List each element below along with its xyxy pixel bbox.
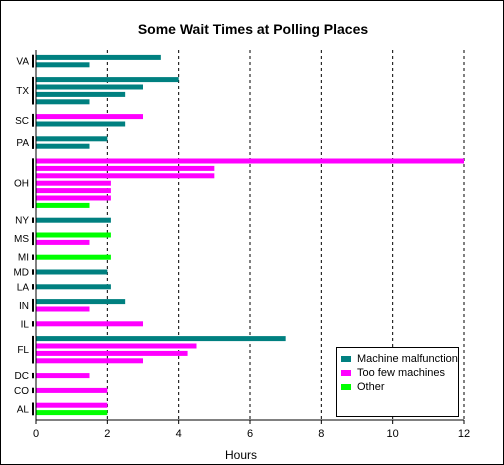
legend-label: Too few machines	[357, 366, 446, 379]
bars	[36, 54, 464, 416]
bar-oh-6	[36, 195, 111, 201]
category-label-va: VA	[16, 57, 29, 68]
category-label-tx: TX	[16, 86, 29, 97]
legend-label: Machine malfunction	[357, 352, 458, 365]
category-label-co: CO	[14, 386, 29, 397]
bar-oh-1	[36, 158, 464, 164]
chart-title: Some Wait Times at Polling Places	[137, 21, 369, 37]
legend: Machine malfunction Too few machines Oth…	[336, 347, 459, 417]
bar-dc-1	[36, 373, 90, 379]
bar-ms-1	[36, 232, 111, 238]
category-label-pa: PA	[16, 138, 29, 149]
bar-sc-2	[36, 121, 126, 127]
category-label-ny: NY	[15, 216, 29, 227]
bar-la-1	[36, 284, 111, 290]
legend-label: Other	[357, 380, 385, 393]
bar-tx-3	[36, 91, 126, 97]
x-tick-label-12: 12	[458, 428, 470, 440]
legend-item-too-few-machines: Too few machines	[341, 366, 454, 379]
x-tick-label-10: 10	[387, 428, 399, 440]
category-label-mi: MI	[18, 253, 29, 264]
x-tick-label-2: 2	[104, 428, 110, 440]
bar-oh-3	[36, 173, 215, 179]
category-label-fl: FL	[17, 345, 29, 356]
bar-in-1	[36, 299, 126, 305]
bar-pa-1	[36, 136, 108, 142]
bar-fl-1	[36, 336, 286, 342]
category-label-md: MD	[13, 268, 29, 279]
bar-ny-1	[36, 217, 111, 223]
bar-in-2	[36, 306, 90, 312]
x-tick-label-0: 0	[33, 428, 39, 440]
bar-pa-2	[36, 143, 90, 149]
x-axis-label: Hours	[225, 448, 257, 462]
x-ticks: 0 2 4 6 8 10 12	[33, 420, 470, 440]
bar-oh-2	[36, 165, 215, 171]
category-labels: VA TX SC PA OH NY MS MI MD LA IN IL FL DC CO AL	[13, 57, 29, 416]
legend-item-other: Other	[341, 380, 454, 393]
bar-al-2	[36, 410, 108, 416]
bar-co-1	[36, 387, 108, 393]
category-label-ms: MS	[14, 234, 29, 245]
bar-mi-1	[36, 254, 111, 260]
category-label-il: IL	[21, 319, 30, 330]
legend-swatch	[341, 383, 351, 390]
x-tick-label-6: 6	[247, 428, 253, 440]
bar-tx-1	[36, 77, 179, 83]
category-label-la: LA	[17, 282, 30, 293]
bar-md-1	[36, 269, 108, 275]
bar-fl-2	[36, 343, 197, 349]
bar-al-1	[36, 402, 108, 408]
bar-tx-4	[36, 99, 90, 105]
bar-oh-4	[36, 180, 111, 186]
category-label-in: IN	[19, 301, 29, 312]
category-label-oh: OH	[14, 179, 29, 190]
category-label-al: AL	[17, 404, 30, 415]
bar-fl-4	[36, 358, 143, 364]
bar-tx-2	[36, 84, 143, 90]
legend-swatch	[341, 369, 351, 376]
bar-fl-3	[36, 350, 188, 356]
bar-va-1	[36, 54, 161, 60]
bar-oh-5	[36, 188, 111, 194]
category-label-sc: SC	[15, 116, 29, 127]
legend-item-machine-malfunction: Machine malfunction	[341, 352, 458, 365]
bar-oh-7	[36, 202, 90, 208]
bar-il-1	[36, 321, 143, 327]
legend-swatch	[341, 355, 351, 362]
category-label-dc: DC	[15, 371, 29, 382]
bar-ms-2	[36, 239, 90, 245]
bar-sc-1	[36, 114, 143, 120]
bar-va-2	[36, 62, 90, 68]
x-tick-label-8: 8	[318, 428, 324, 440]
x-tick-label-4: 4	[176, 428, 182, 440]
